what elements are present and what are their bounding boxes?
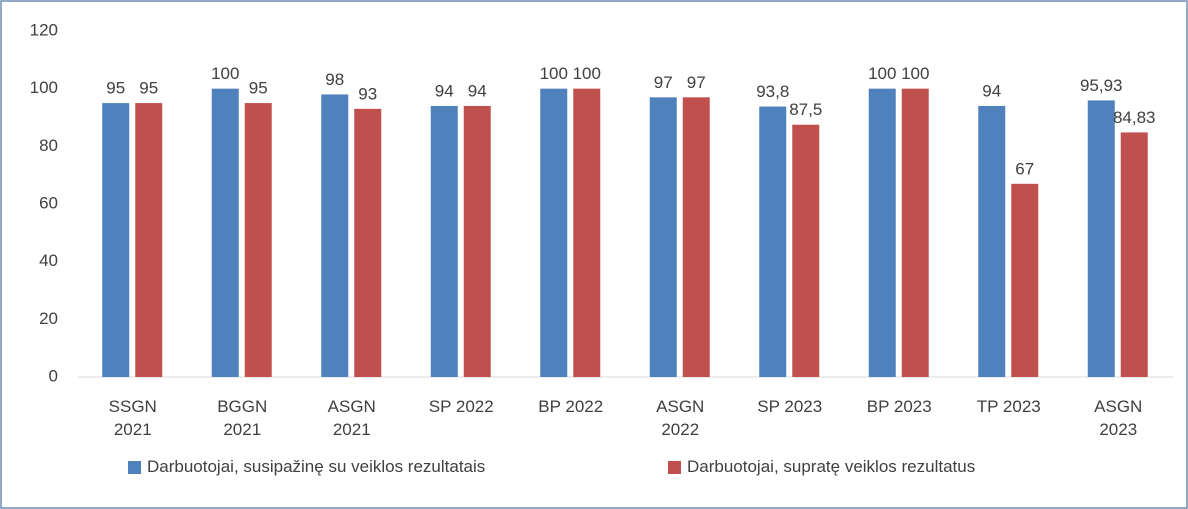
- bar: [978, 105, 1006, 377]
- legend-swatch: [128, 460, 141, 474]
- bar: [682, 97, 710, 378]
- x-tick-label: BGGN 2021: [217, 397, 268, 439]
- y-tick-label: 20: [39, 309, 58, 328]
- data-label: 93,8: [756, 82, 789, 101]
- data-label: 100: [901, 64, 929, 83]
- x-tick-label: ASGN 2021: [327, 397, 376, 439]
- data-label: 100: [868, 64, 896, 83]
- legend-item: Darbuotojai, supratę veiklos rezultatus: [668, 457, 975, 477]
- bar: [759, 106, 787, 377]
- bar: [1011, 183, 1039, 377]
- bar: [102, 103, 130, 377]
- data-label: 84,83: [1113, 108, 1156, 127]
- x-tick-label: SSGN 2021: [108, 397, 157, 439]
- y-tick-label: 120: [30, 20, 58, 39]
- bar: [1087, 100, 1115, 378]
- bar: [1120, 132, 1148, 377]
- y-tick-label: 60: [39, 193, 58, 212]
- bar: [540, 88, 568, 378]
- bar: [354, 108, 382, 377]
- bar: [901, 88, 929, 378]
- data-label: 100: [540, 64, 568, 83]
- y-tick-label: 100: [30, 78, 58, 97]
- x-tick-label: SP 2022: [428, 397, 494, 416]
- x-tick-label: ASGN 2022: [656, 397, 705, 439]
- bar: [321, 94, 349, 377]
- x-tick-label: BP 2022: [538, 397, 604, 416]
- data-label: 95: [139, 79, 158, 98]
- bar: [573, 88, 601, 378]
- data-label: 100: [573, 64, 601, 83]
- x-tick-label: SP 2023: [757, 397, 823, 416]
- bar: [792, 124, 820, 377]
- bar: [211, 88, 239, 378]
- y-tick-label: 80: [39, 136, 58, 155]
- bar: [868, 88, 896, 378]
- data-label: 95,93: [1080, 76, 1123, 95]
- x-tick-label: TP 2023: [976, 397, 1041, 416]
- data-label: 94: [982, 81, 1001, 100]
- legend-label: Darbuotojai, susipažinę su veiklos rezul…: [147, 457, 486, 476]
- x-tick-label: ASGN 2023: [1094, 397, 1143, 439]
- bar: [244, 103, 272, 377]
- legend-label: Darbuotojai, supratę veiklos rezultatus: [687, 457, 976, 476]
- legend-item: Darbuotojai, susipažinę su veiklos rezul…: [128, 457, 485, 477]
- data-label: 67: [1015, 159, 1034, 178]
- bar: [463, 105, 491, 377]
- bar: [135, 103, 163, 377]
- data-label: 94: [435, 81, 454, 100]
- bar: [649, 97, 677, 378]
- data-label: 97: [654, 73, 673, 92]
- data-label: 87,5: [789, 100, 822, 119]
- legend-swatch: [668, 460, 681, 474]
- data-label: 95: [249, 79, 268, 98]
- x-tick-label: BP 2023: [866, 397, 932, 416]
- data-label: 94: [468, 81, 487, 100]
- y-tick-label: 0: [49, 366, 58, 385]
- data-label: 95: [106, 79, 125, 98]
- data-label: 97: [687, 73, 706, 92]
- data-label: 93: [358, 84, 377, 103]
- y-tick-label: 40: [39, 251, 58, 270]
- data-label: 98: [325, 70, 344, 89]
- data-label: 100: [211, 64, 239, 83]
- bar: [430, 105, 458, 377]
